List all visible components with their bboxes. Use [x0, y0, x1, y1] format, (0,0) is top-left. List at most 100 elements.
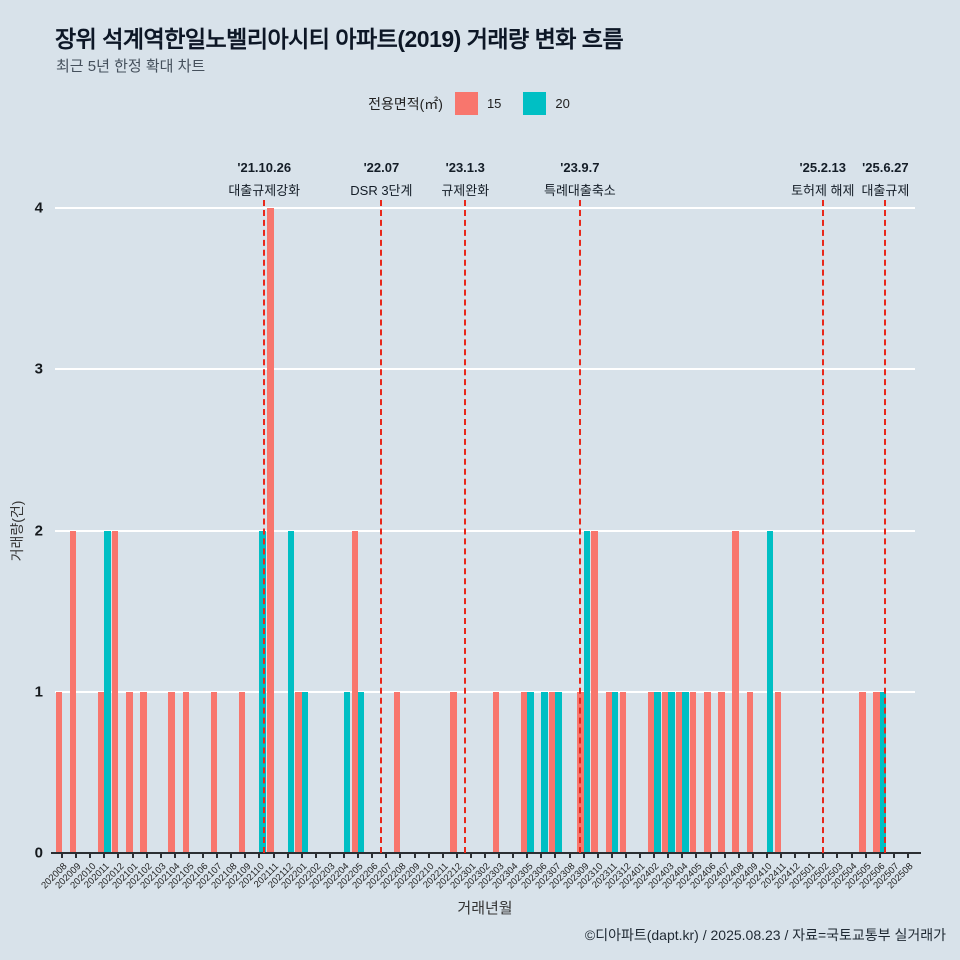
x-tick: [512, 853, 515, 858]
bar-15: [126, 691, 133, 853]
event-label: 대출규제: [861, 183, 910, 198]
bar-15: [774, 691, 782, 853]
x-tick: [328, 853, 331, 858]
bar-15: [492, 691, 500, 853]
x-tick: [653, 853, 656, 858]
x-tick: [568, 853, 571, 858]
x-tick: [526, 853, 529, 858]
bar-20: [555, 691, 562, 853]
x-tick: [300, 853, 303, 858]
bar-15: [605, 691, 612, 853]
bar-20: [259, 530, 266, 853]
bar-15: [112, 530, 119, 853]
x-tick: [286, 853, 289, 858]
x-tick: [582, 853, 585, 858]
x-tick: [737, 853, 740, 858]
x-tick: [244, 853, 247, 858]
bar-20: [287, 530, 294, 853]
legend-title: 전용면적(㎡): [368, 95, 443, 112]
x-tick: [173, 853, 176, 858]
y-tick-label: 4: [34, 199, 43, 217]
legend-label-15: 15: [486, 96, 502, 111]
event-label: 토허제 해제: [791, 183, 855, 198]
bar-20: [541, 691, 548, 853]
x-tick: [498, 853, 501, 858]
event-date: '22.07: [363, 160, 400, 175]
event-line: [884, 200, 887, 853]
x-tick: [343, 853, 346, 858]
bar-15: [98, 691, 105, 853]
bar-20: [358, 691, 365, 853]
footer-credit: ©디아파트(dapt.kr) / 2025.08.23 / 자료=국토교통부 실…: [584, 927, 946, 943]
x-axis-title: 거래년월: [457, 900, 513, 917]
x-tick: [695, 853, 698, 858]
event-annotation: '23.9.7 특례대출축소: [544, 160, 616, 199]
event-date: '23.9.7: [560, 160, 600, 175]
event-label: 특례대출축소: [543, 183, 616, 198]
event-label: DSR 3단계: [350, 183, 413, 198]
x-tick: [385, 853, 388, 858]
x-tick: [878, 853, 881, 858]
bar-20: [527, 691, 534, 853]
event-line: [821, 200, 824, 853]
bar-15: [210, 691, 218, 853]
bar-20: [583, 530, 591, 853]
x-tick: [230, 853, 233, 858]
event-annotation: '23.1.3 규제완화: [441, 160, 489, 199]
x-tick: [610, 853, 613, 858]
event-annotation: '25.2.13 토허제 해제: [791, 160, 854, 199]
x-tick: [667, 853, 670, 858]
x-tick: [413, 853, 416, 858]
x-tick: [624, 853, 627, 858]
bar-15: [69, 530, 77, 853]
x-tick: [639, 853, 642, 858]
bar-15: [732, 530, 739, 853]
bar-15: [238, 691, 246, 853]
event-line: [464, 200, 467, 853]
x-tick: [484, 853, 486, 858]
bar-20: [682, 691, 689, 853]
bar-20: [879, 691, 887, 853]
bar-20: [766, 530, 774, 853]
x-tick: [187, 853, 190, 858]
bar-15: [690, 691, 697, 853]
x-tick: [75, 853, 78, 858]
x-axis-line: [51, 852, 921, 854]
x-tick: [864, 853, 867, 858]
x-tick: [89, 853, 92, 858]
x-tick: [554, 853, 557, 858]
event-line: [380, 200, 383, 853]
bar-15: [859, 691, 866, 853]
x-tick: [596, 853, 599, 858]
grid-line: [55, 368, 915, 371]
grid-line: [55, 207, 915, 209]
bar-15: [676, 691, 683, 853]
x-tick: [455, 853, 458, 858]
x-tick: [258, 853, 261, 858]
event-annotation: '21.10.26 대출규제강화: [228, 160, 300, 199]
bar-15: [661, 691, 669, 853]
bar-20: [668, 691, 675, 853]
bar-15: [549, 691, 556, 853]
bar-15: [704, 691, 711, 853]
x-tick: [780, 853, 783, 858]
page-title: 장위 석계역한일노벨리아시티 아파트(2019) 거래량 변화 흐름: [55, 26, 624, 52]
event-annotation: '25.6.27 대출규제: [861, 160, 909, 199]
event-date: '25.2.13: [799, 160, 847, 175]
x-tick: [61, 853, 64, 858]
event-date: '23.1.3: [445, 160, 485, 175]
bar-15: [619, 691, 626, 853]
grid-line: [55, 529, 915, 532]
y-tick-label: 0: [34, 844, 43, 862]
bar-15: [718, 691, 725, 853]
x-tick: [145, 853, 148, 858]
bar-15: [450, 691, 457, 853]
y-tick-label: 2: [34, 522, 43, 539]
x-tick: [427, 853, 430, 858]
bar-15: [267, 208, 274, 853]
y-tick-label: 3: [34, 360, 43, 378]
x-tick: [540, 853, 543, 858]
x-tick: [751, 853, 754, 858]
x-tick: [272, 853, 275, 858]
x-tick: [357, 853, 360, 858]
